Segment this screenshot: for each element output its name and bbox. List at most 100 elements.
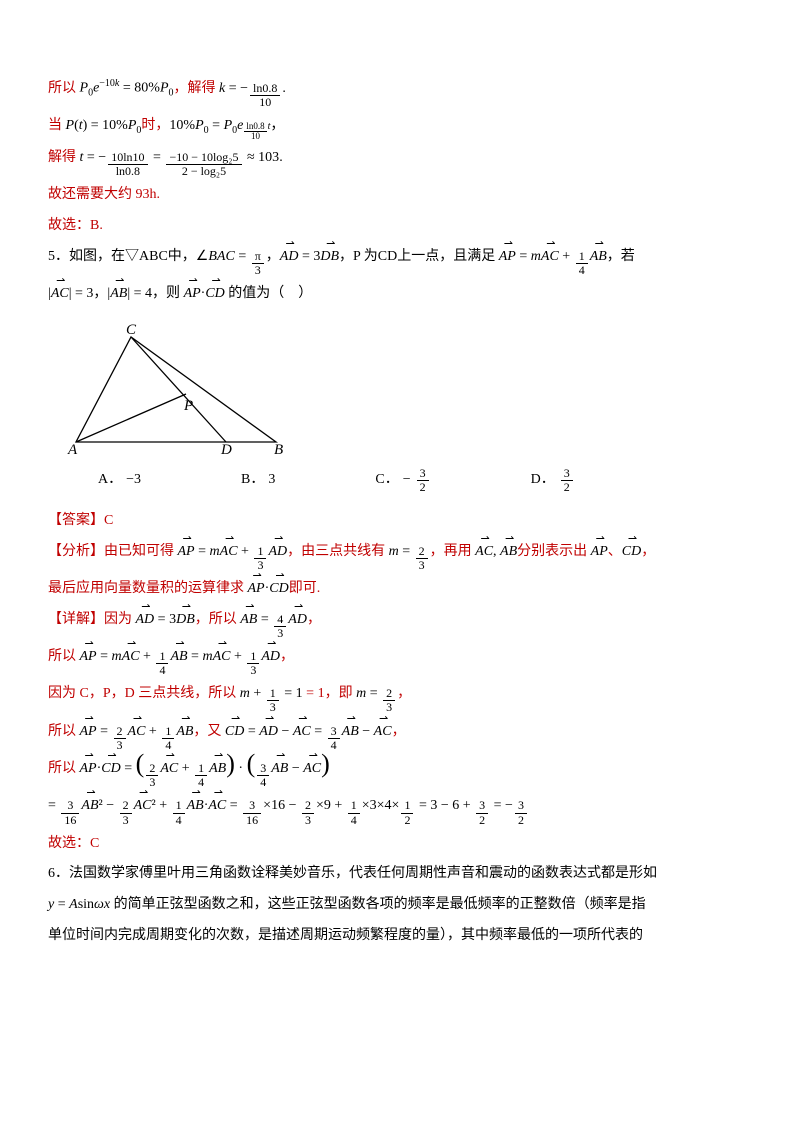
text: ， (280, 644, 294, 671)
frac: 34 (328, 725, 340, 752)
text: ，由三点共线有 (287, 539, 389, 566)
frac: 316 (243, 799, 261, 826)
eq: t = − (80, 145, 107, 172)
text: 、 (608, 539, 622, 566)
abs-ac: AC (48, 281, 72, 308)
text: ，若 (607, 244, 635, 271)
cpd-line: 因为 C，P，D 三点共线，所以 m + 13 = 1 = 1，即 m = 23… (48, 681, 746, 714)
frac: 23 (120, 799, 132, 826)
text: 因为 C，P，D 三点共线，所以 (48, 681, 240, 708)
text: ， (641, 539, 655, 566)
vec: AB (209, 756, 226, 783)
frac: 14 (156, 650, 168, 677)
text: ，再用 (430, 539, 476, 566)
exp-frac: ln0.810 (244, 122, 266, 141)
frac: 14 (173, 799, 185, 826)
text: ，P 为CD上一点，且满足 (339, 244, 499, 271)
vec-eq: AP = (80, 719, 112, 746)
so-3: 所以 AP·CD = ( 23 AC + 14 AB ) · ( 34 AB −… (48, 756, 746, 789)
frac: 13 (247, 650, 259, 677)
frac: 23 (302, 799, 314, 826)
dot: . (282, 76, 286, 103)
frac: 23 (416, 545, 428, 572)
option-d: D．32 (531, 467, 575, 494)
text: 的简单正弦型函数之和，这些正弦型函数各项的频率是最低频率的正整数倍（频率是指 (110, 892, 646, 919)
vec-eq: AB·AC = (187, 793, 242, 820)
text: 时， (141, 113, 169, 140)
approx: ≈ 103 (244, 145, 280, 172)
q6-line2: y = Asinωx 的简单正弦型函数之和，这些正弦型函数各项的频率是最低频率的… (48, 892, 746, 919)
text: 所以 (48, 76, 80, 103)
line-4: 故还需要大约 93h. (48, 182, 746, 209)
eq: k = − (219, 76, 248, 103)
tail: 的值为（ ） (225, 281, 313, 308)
frac: −10 − 10log₂52 − log₂5 (166, 151, 241, 178)
frac: π3 (252, 250, 264, 277)
option-a: A．−3 (98, 467, 141, 494)
option-c: C．−32 (375, 467, 430, 494)
vec-eq: AD = 3DB (136, 607, 195, 634)
detail-1: 【详解】因为 AD = 3DB ，所以 AB = 43 AD ， (48, 607, 746, 640)
text: 分别表示出 (517, 539, 591, 566)
frac: 32 (515, 799, 527, 826)
text: 所以 (48, 756, 80, 783)
vec-eq: AB = mAC + (170, 644, 245, 671)
eq: ∠BAC = (196, 244, 250, 271)
eq: m = (356, 681, 381, 708)
dot: · (235, 756, 247, 783)
vec-eq: AP·CD (184, 281, 225, 308)
svg-text:A: A (67, 442, 78, 457)
text: = 1，即 (303, 681, 356, 708)
options: A．−3 B．3 C．−32 D．32 (98, 467, 746, 494)
abs-ab: AB (107, 281, 130, 308)
val: = 4，则 (130, 281, 183, 308)
frac: 14 (576, 250, 588, 277)
comma: ， (270, 113, 284, 140)
eq: = 1 (281, 681, 303, 708)
vec: AD (288, 607, 307, 634)
frac: 32 (476, 799, 488, 826)
vec: AC, AB (475, 539, 517, 566)
eq: P(t) = 10%P0 (66, 113, 142, 140)
frac: 316 (61, 799, 79, 826)
text: 【分析】由已知可得 (48, 539, 178, 566)
frac: 10ln10ln0.8 (108, 151, 147, 178)
dot: . (279, 145, 283, 172)
vec-eq: AP = mAC + (499, 244, 574, 271)
eq: 10%P0 = P0e (169, 113, 243, 140)
eq: = (150, 145, 165, 172)
vec-eq: AD = 3DB (280, 244, 339, 271)
text: ，解得 (174, 76, 220, 103)
val: ×3×4× (362, 793, 400, 820)
vec-eq: AB² − (81, 793, 117, 820)
vec: AD (261, 644, 280, 671)
vec-eq: AP·CD = (80, 756, 136, 783)
text: 当 (48, 113, 66, 140)
val: = − (490, 793, 513, 820)
val: = 3， (72, 281, 108, 308)
analysis-1: 【分析】由已知可得 AP = mAC + 13 AD ，由三点共线有 m = 2… (48, 539, 746, 572)
line-1: 所以 P0e−10k = 80%P0 ，解得 k = − ln0.810 . (48, 74, 746, 109)
text: ， (397, 681, 411, 708)
val: ×16 − (263, 793, 300, 820)
vec-eq: AB = (240, 607, 272, 634)
vec: AP (591, 539, 608, 566)
vec-eq: AC + (128, 719, 161, 746)
val: ×9 + (316, 793, 346, 820)
q6-line1: 6．法国数学家傅里叶用三角函数诠释美妙音乐，代表任何周期性声音和震动的函数表达式… (48, 861, 746, 888)
q6-line3: 单位时间内完成周期变化的次数，是描述周期运动频繁程度的量），其中频率最低的一项所… (48, 923, 746, 950)
frac: ln0.810 (250, 82, 280, 109)
text: 所以 (48, 719, 80, 746)
line-2: 当 P(t) = 10%P0 时， 10%P0 = P0e ln0.810 t … (48, 113, 746, 141)
vec-eq: AP = mAC + (178, 539, 253, 566)
eq: P0e−10k = 80%P0 (80, 74, 174, 102)
option-b: B．3 (241, 467, 275, 494)
text: 解得 (48, 145, 80, 172)
line-3: 解得 t = − 10ln10ln0.8 = −10 − 10log₂52 − … (48, 145, 746, 178)
so-2: 所以 AP = 23 AC + 14 AB ，又 CD = AD − AC = … (48, 719, 746, 752)
svg-text:D: D (220, 442, 232, 457)
vec-eq: CD = AD − AC = (225, 719, 326, 746)
vec-eq: AB − AC (271, 756, 321, 783)
so-1: 所以 AP = mAC + 14 AB = mAC + 13 AD ， (48, 644, 746, 677)
triangle-diagram: A D B C P (56, 322, 286, 457)
